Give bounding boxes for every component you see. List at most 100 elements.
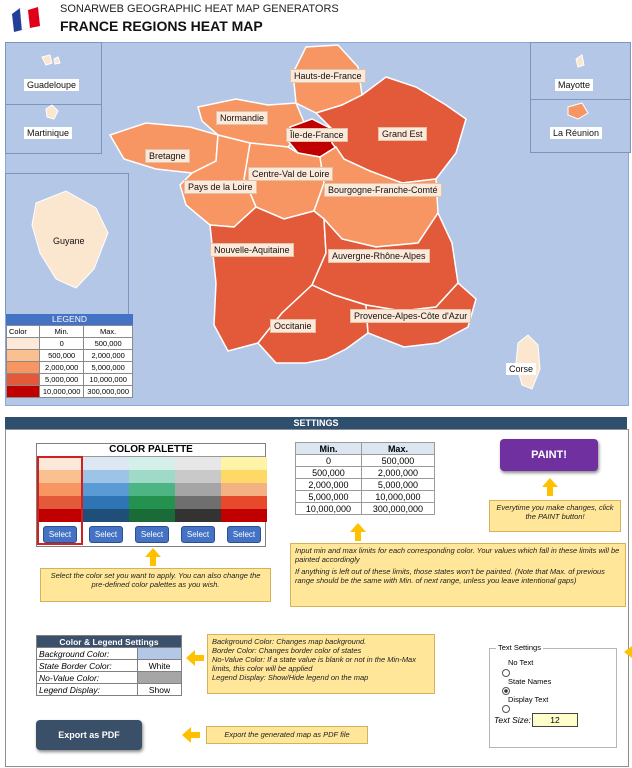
- legend-table: Color Min. Max. 0 500,000 500,000 2,000,…: [6, 325, 133, 398]
- palette-note: Select the color set you want to apply. …: [40, 568, 271, 602]
- text-size-label: Text Size:: [494, 715, 532, 725]
- export-note: Export the generated map as PDF file: [206, 726, 368, 744]
- palette-swatch: [129, 483, 175, 496]
- legend-min: 5,000,000: [38, 373, 85, 386]
- label-centre: Centre-Val de Loire: [248, 167, 334, 181]
- palette-swatch: [175, 509, 221, 522]
- app-title: SONARWEB GEOGRAPHIC HEAT MAP GENERATORS: [60, 3, 339, 15]
- cls-note-border: Border Color: Changes border color of st…: [212, 646, 362, 655]
- label-normandie: Normandie: [216, 111, 269, 125]
- opt-display-text[interactable]: Display Text: [508, 695, 548, 704]
- palette-select-button-2[interactable]: Select: [89, 526, 123, 543]
- legend-display-cell[interactable]: Show: [137, 683, 182, 696]
- palette-swatch: [221, 470, 267, 483]
- cls-bg-label: Background Color:: [36, 647, 138, 660]
- cls-note-novalue: No-Value Color: If a state value is blan…: [212, 655, 416, 673]
- minmax-max-input[interactable]: 2,000,000: [360, 466, 436, 479]
- minmax-max-input[interactable]: 10,000,000: [360, 490, 436, 503]
- arrow-left-icon: [186, 650, 204, 666]
- legend-title: LEGEND: [6, 314, 133, 325]
- paint-button[interactable]: PAINT!: [500, 439, 598, 471]
- arrow-up-icon: [542, 478, 558, 496]
- minmax-max-input[interactable]: 500,000: [360, 454, 436, 467]
- corse-shape: [515, 334, 541, 390]
- paint-note: Everytime you make changes, click the PA…: [489, 500, 621, 532]
- minmax-max-input[interactable]: 5,000,000: [360, 478, 436, 491]
- label-mayotte: Mayotte: [555, 79, 594, 91]
- label-occitanie: Occitanie: [270, 319, 316, 333]
- legend-max: 10,000,000: [83, 373, 133, 386]
- palette-swatch: [129, 470, 175, 483]
- label-ile-de-france: Île-de-France: [286, 128, 348, 142]
- legend-swatch: [6, 361, 40, 374]
- label-pays-de-la-loire: Pays de la Loire: [184, 180, 257, 194]
- label-guadeloupe: Guadeloupe: [24, 79, 80, 91]
- palette-select-button-1[interactable]: Select: [43, 526, 77, 543]
- opt-state-names-label: State Names: [508, 677, 552, 686]
- limits-note: Input min and max limits for each corres…: [290, 543, 626, 607]
- palette-swatch: [175, 457, 221, 470]
- palette-select-button-3[interactable]: Select: [135, 526, 169, 543]
- legend-min: 500,000: [38, 349, 85, 362]
- radio-no-text[interactable]: [502, 669, 510, 679]
- label-guyane: Guyane: [53, 236, 85, 246]
- export-pdf-button[interactable]: Export as PDF: [36, 720, 142, 750]
- palette-select-button-4[interactable]: Select: [181, 526, 215, 543]
- legend-max: 2,000,000: [83, 349, 133, 362]
- palette-title: COLOR PALETTE: [37, 444, 265, 457]
- label-grand-est: Grand Est: [378, 127, 427, 141]
- minmax-min-input[interactable]: 2,000,000: [295, 478, 362, 491]
- legend-swatch: [6, 385, 40, 398]
- cls-border-label: State Border Color:: [36, 659, 138, 672]
- palette-select-button-5[interactable]: Select: [227, 526, 261, 543]
- legend-max: 5,000,000: [83, 361, 133, 374]
- palette-swatch: [175, 483, 221, 496]
- no-value-color-cell[interactable]: [137, 671, 182, 684]
- limits-note-1: Input min and max limits for each corres…: [295, 546, 620, 564]
- palette-swatch: [129, 457, 175, 470]
- minmax-row: 10,000,000 300,000,000: [295, 502, 436, 515]
- legend-row: 0 500,000: [6, 337, 133, 350]
- header: SONARWEB GEOGRAPHIC HEAT MAP GENERATORS …: [0, 0, 632, 42]
- palette-swatch: [37, 470, 83, 483]
- legend-col-max: Max.: [83, 325, 133, 338]
- palette-selected-outline: [37, 456, 83, 545]
- palette-swatch: [83, 509, 129, 522]
- opt-display-text-label: Display Text: [508, 695, 549, 704]
- legend-min: 10,000,000: [38, 385, 85, 398]
- inset-guadeloupe: [5, 42, 102, 106]
- background-color-cell[interactable]: [137, 647, 182, 660]
- label-hauts-de-france: Hauts-de-France: [290, 69, 366, 83]
- text-size-input[interactable]: 12: [532, 713, 578, 727]
- label-bourgogne: Bourgogne-Franche-Comté: [324, 183, 442, 197]
- label-reunion: La Réunion: [550, 127, 603, 139]
- minmax-head-max: Max.: [360, 442, 436, 455]
- minmax-min-input[interactable]: 0: [295, 454, 362, 467]
- opt-state-names[interactable]: State Names: [508, 677, 551, 686]
- radio-state-names[interactable]: [502, 687, 510, 697]
- radio-display-text[interactable]: [502, 705, 510, 715]
- legend-row: 500,000 2,000,000: [6, 349, 133, 362]
- legend-swatch: [6, 349, 40, 362]
- border-color-cell[interactable]: White: [137, 659, 182, 672]
- martinique-shape: [45, 104, 59, 120]
- arrow-left-icon: [624, 646, 632, 658]
- minmax-max-input[interactable]: 300,000,000: [360, 502, 436, 515]
- color-legend-settings: Color & Legend Settings Background Color…: [36, 635, 182, 696]
- minmax-min-input[interactable]: 500,000: [295, 466, 362, 479]
- palette-swatch: [175, 470, 221, 483]
- legend-col-color: Color: [6, 325, 40, 338]
- legend-min: 2,000,000: [38, 361, 85, 374]
- label-auvergne: Auvergne-Rhône-Alpes: [328, 249, 430, 263]
- minmax-min-input[interactable]: 10,000,000: [295, 502, 362, 515]
- legend: LEGEND Color Min. Max. 0 500,000 500,000…: [6, 314, 133, 398]
- guadeloupe-shape: [41, 54, 61, 66]
- reunion-shape: [567, 102, 589, 120]
- label-corse: Corse: [506, 363, 537, 375]
- palette-swatch: [83, 457, 129, 470]
- opt-no-text[interactable]: No Text: [508, 658, 533, 667]
- minmax-min-input[interactable]: 5,000,000: [295, 490, 362, 503]
- mayotte-shape: [575, 54, 585, 68]
- legend-col-min: Min.: [38, 325, 85, 338]
- label-paca: Provence-Alpes-Côte d'Azur: [350, 309, 472, 323]
